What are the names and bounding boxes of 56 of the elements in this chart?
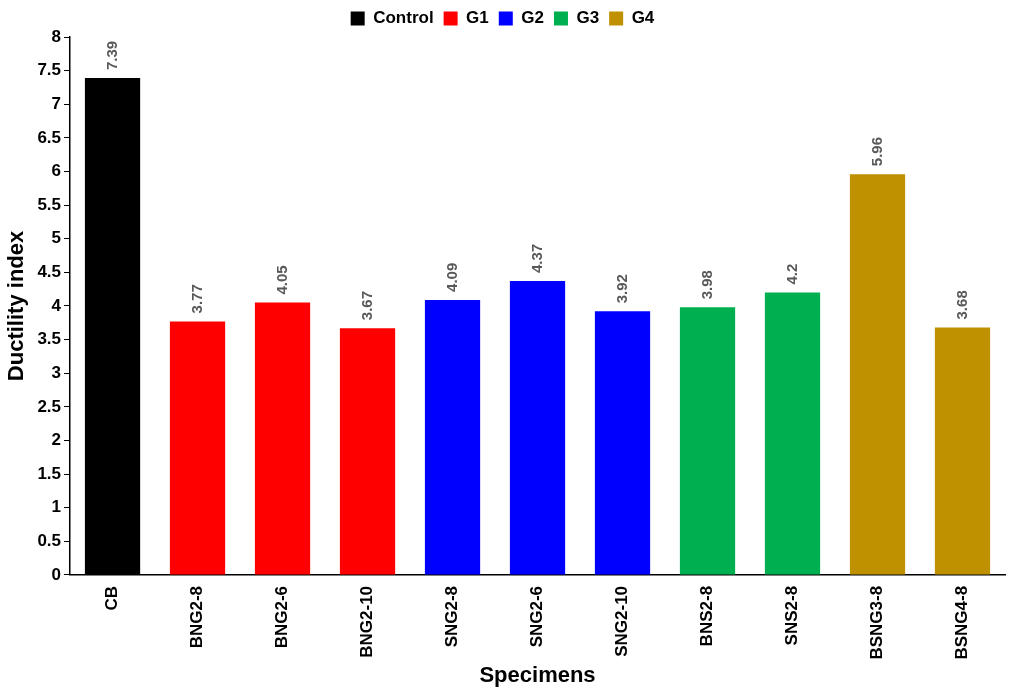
y-tick-label: 7.5 [37, 60, 62, 80]
bar [254, 302, 311, 575]
data-label: 3.77 [187, 284, 205, 314]
x-tick-label: SNG2-10 [612, 585, 632, 657]
y-tick-label: 2 [51, 430, 62, 450]
data-label: 3.68 [952, 290, 970, 320]
bar [169, 321, 226, 575]
x-tick-label: SNS2-8 [782, 585, 802, 646]
x-tick-label: BNG2-10 [357, 585, 377, 658]
data-label: 3.98 [697, 270, 715, 300]
x-axis-title: Specimens [479, 661, 596, 687]
x-tick-label: SNG2-8 [442, 585, 462, 648]
bar [594, 311, 651, 575]
data-label: 4.05 [272, 265, 290, 295]
bar [339, 328, 396, 575]
y-tick-label: 4.5 [37, 262, 62, 282]
y-tick-label: 4 [51, 295, 62, 315]
y-tick-label: 8 [51, 26, 62, 46]
data-label: 4.09 [442, 262, 460, 292]
y-tick-label: 5.5 [37, 194, 62, 214]
bar [849, 174, 906, 575]
data-label: 4.37 [527, 243, 545, 274]
data-label: 7.39 [102, 40, 120, 71]
x-tick-label: BNG2-8 [187, 585, 207, 649]
legend-label: Control [373, 8, 434, 28]
y-tick-label: 3.5 [37, 329, 62, 349]
legend-label: G4 [631, 8, 655, 28]
data-label: 3.67 [357, 290, 375, 321]
legend-label: G1 [466, 8, 489, 28]
data-label: 5.96 [867, 136, 885, 167]
y-tick-label: 1.5 [37, 463, 62, 483]
bar [509, 281, 566, 575]
legend-label: G3 [576, 8, 600, 28]
bar [424, 299, 481, 575]
x-tick-label: SNG2-6 [527, 585, 547, 648]
y-tick-label: 7 [51, 93, 62, 113]
x-tick-label: BSNG4-8 [952, 585, 972, 660]
bar [679, 307, 736, 575]
y-tick-label: 1 [51, 497, 62, 517]
x-tick-label: BNS2-8 [697, 585, 717, 647]
y-tick-label: 6.5 [37, 127, 62, 147]
bar [934, 327, 991, 575]
data-label: 4.2 [782, 263, 800, 285]
y-tick-label: 2.5 [37, 396, 62, 416]
legend-label: G2 [521, 8, 544, 28]
y-tick-label: 3 [51, 362, 62, 382]
x-tick-label: BNG2-6 [272, 585, 292, 649]
y-tick-label: 0.5 [37, 530, 62, 550]
data-label: 3.92 [612, 274, 630, 304]
y-tick-label: 6 [51, 161, 62, 181]
y-axis-title: Ductility index [3, 230, 29, 382]
y-tick-label: 5 [51, 228, 62, 248]
y-tick-label: 0 [51, 564, 62, 584]
x-tick-label: BSNG3-8 [867, 585, 887, 660]
bar [764, 292, 821, 575]
x-tick-label: CB [102, 585, 122, 611]
